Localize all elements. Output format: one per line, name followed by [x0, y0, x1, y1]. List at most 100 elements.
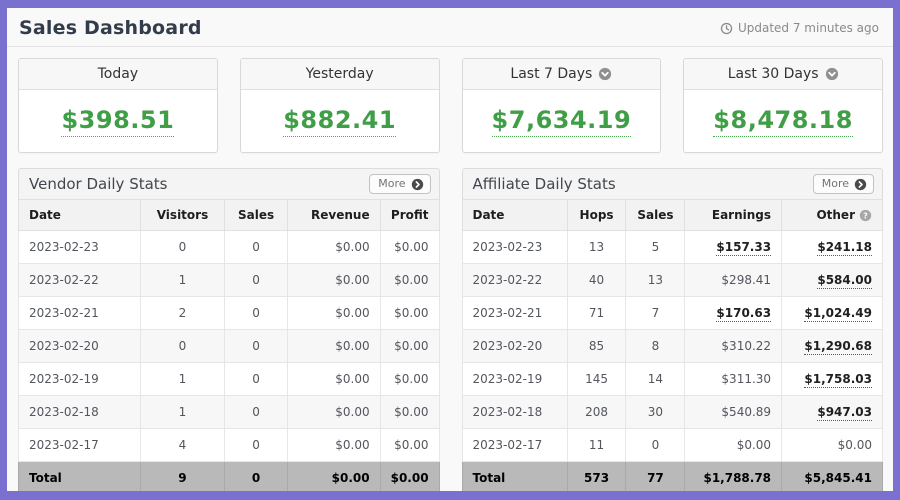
column-header-revenue: Revenue: [287, 199, 381, 231]
stat-detail-link[interactable]: $170.63: [716, 306, 772, 322]
table-cell: 2023-02-17: [461, 428, 568, 462]
stat-detail-link[interactable]: $584.00: [817, 273, 872, 289]
stat-detail-link[interactable]: $1,024.49: [804, 306, 872, 322]
table-cell: 11: [566, 428, 627, 462]
vendor-more-button[interactable]: More: [369, 174, 431, 194]
stat-card-last-30-days: Last 30 Days $8,478.18: [683, 58, 883, 153]
stat-card-body: $882.41: [241, 90, 439, 152]
stat-detail-link[interactable]: $241.18: [817, 240, 872, 256]
table-cell: Total: [461, 461, 568, 491]
stat-card-label: Last 30 Days: [727, 66, 819, 82]
tables-row: Vendor Daily Stats More Date Visitors: [7, 153, 893, 491]
table-cell: $0.00: [287, 296, 381, 330]
column-header-earnings: Earnings: [684, 199, 783, 231]
table-cell: 2023-02-18: [18, 395, 141, 429]
affiliate-stats-table: Date Hops Sales Earnings Other ?: [461, 199, 883, 491]
stat-card-last-7-days-dropdown[interactable]: Last 7 Days: [462, 59, 661, 90]
stat-card-value[interactable]: $8,478.18: [713, 106, 853, 137]
table-cell: $311.30: [684, 362, 783, 396]
table-cell: 0: [224, 461, 289, 491]
panel-title: Vendor Daily Stats: [29, 175, 168, 193]
table-cell: 0: [224, 296, 289, 330]
table-cell: 2: [139, 296, 226, 330]
table-cell: 9: [139, 461, 226, 491]
table-cell: 0: [224, 395, 289, 429]
stat-card-last-30-days-dropdown[interactable]: Last 30 Days: [684, 59, 882, 90]
table-cell: $170.63: [684, 296, 783, 330]
question-circle-icon[interactable]: ?: [859, 209, 872, 222]
table-header-row: Date Visitors Sales Revenue Profit: [18, 199, 440, 231]
chevron-down-icon: [825, 67, 838, 81]
table-cell: 0: [224, 230, 289, 264]
table-cell: 1: [139, 395, 226, 429]
table-cell: 30: [625, 395, 686, 429]
table-cell: 0: [139, 230, 226, 264]
column-header-other: Other ?: [781, 199, 883, 231]
stat-detail-link[interactable]: $157.33: [716, 240, 772, 256]
vendor-panel-header: Vendor Daily Stats More: [18, 168, 440, 199]
table-cell: 4: [139, 428, 226, 462]
table-cell: $310.22: [684, 329, 783, 363]
table-row: 2023-02-18 208 30 $540.89 $947.03: [461, 395, 883, 429]
arrow-right-circle-icon: [411, 178, 423, 190]
page-header: Sales Dashboard Updated 7 minutes ago: [7, 8, 893, 47]
stat-detail-link[interactable]: $947.03: [817, 405, 872, 421]
stat-card-value[interactable]: $398.51: [61, 106, 175, 137]
affiliate-stats-panel: Affiliate Daily Stats More Date Hops: [461, 168, 883, 491]
vendor-stats-table: Date Visitors Sales Revenue Profit 2023-…: [18, 199, 440, 491]
table-total-row: Total 9 0 $0.00 $0.00: [18, 461, 440, 491]
table-cell: 13: [625, 263, 686, 297]
table-cell: 5: [625, 230, 686, 264]
table-cell: 0: [224, 263, 289, 297]
table-cell: 2023-02-19: [18, 362, 141, 396]
table-row: 2023-02-22 40 13 $298.41 $584.00: [461, 263, 883, 297]
stat-detail-link[interactable]: $1,290.68: [804, 339, 872, 355]
table-cell: 2023-02-17: [18, 428, 141, 462]
column-header-profit: Profit: [379, 199, 440, 231]
table-row: 2023-02-20 0 0 $0.00 $0.00: [18, 329, 440, 363]
stat-card-value[interactable]: $882.41: [283, 106, 397, 137]
stat-card-label: Yesterday: [305, 66, 374, 82]
column-header-sales: Sales: [224, 199, 289, 231]
table-row: 2023-02-19 145 14 $311.30 $1,758.03: [461, 362, 883, 396]
chevron-down-icon: [599, 67, 612, 81]
affiliate-more-button[interactable]: More: [812, 174, 874, 194]
svg-text:?: ?: [863, 211, 867, 220]
stat-detail-link[interactable]: $1,758.03: [804, 372, 872, 388]
table-cell: 40: [566, 263, 627, 297]
page-title: Sales Dashboard: [19, 17, 202, 39]
table-row: 2023-02-21 71 7 $170.63 $1,024.49: [461, 296, 883, 330]
stat-card-value[interactable]: $7,634.19: [491, 106, 632, 137]
stat-card-yesterday-header: Yesterday: [240, 59, 439, 90]
table-cell: 145: [566, 362, 627, 396]
table-cell: 0: [224, 362, 289, 396]
table-cell: Total: [18, 461, 141, 491]
table-row: 2023-02-21 2 0 $0.00 $0.00: [18, 296, 440, 330]
stat-card-body: $398.51: [19, 90, 217, 152]
table-cell: 14: [625, 362, 686, 396]
table-row: 2023-02-18 1 0 $0.00 $0.00: [18, 395, 440, 429]
column-header-date: Date: [18, 199, 141, 231]
column-header-date: Date: [461, 199, 568, 231]
table-cell: $0.00: [287, 428, 381, 462]
table-row: 2023-02-20 85 8 $310.22 $1,290.68: [461, 329, 883, 363]
arrow-right-circle-icon: [854, 178, 867, 190]
stat-card-last-7-days: Last 7 Days $7,634.19: [461, 58, 662, 153]
table-cell: $5,845.41: [781, 461, 883, 491]
table-cell: $0.00: [379, 329, 440, 363]
table-cell: $1,290.68: [781, 329, 883, 363]
panel-title: Affiliate Daily Stats: [472, 175, 616, 193]
stat-card-yesterday: Yesterday $882.41: [239, 58, 440, 153]
stat-card-today: Today $398.51: [18, 58, 218, 153]
table-cell: 0: [224, 428, 289, 462]
updated-text: Updated 7 minutes ago: [737, 21, 879, 35]
table-total-row: Total 573 77 $1,788.78 $5,845.41: [461, 461, 883, 491]
table-cell: 7: [625, 296, 686, 330]
dashboard: Sales Dashboard Updated 7 minutes ago To…: [7, 8, 893, 491]
table-cell: $0.00: [287, 395, 381, 429]
table-cell: 0: [224, 329, 289, 363]
updated-status: Updated 7 minutes ago: [720, 21, 879, 35]
table-cell: $1,788.78: [684, 461, 783, 491]
table-row: 2023-02-22 1 0 $0.00 $0.00: [18, 263, 440, 297]
